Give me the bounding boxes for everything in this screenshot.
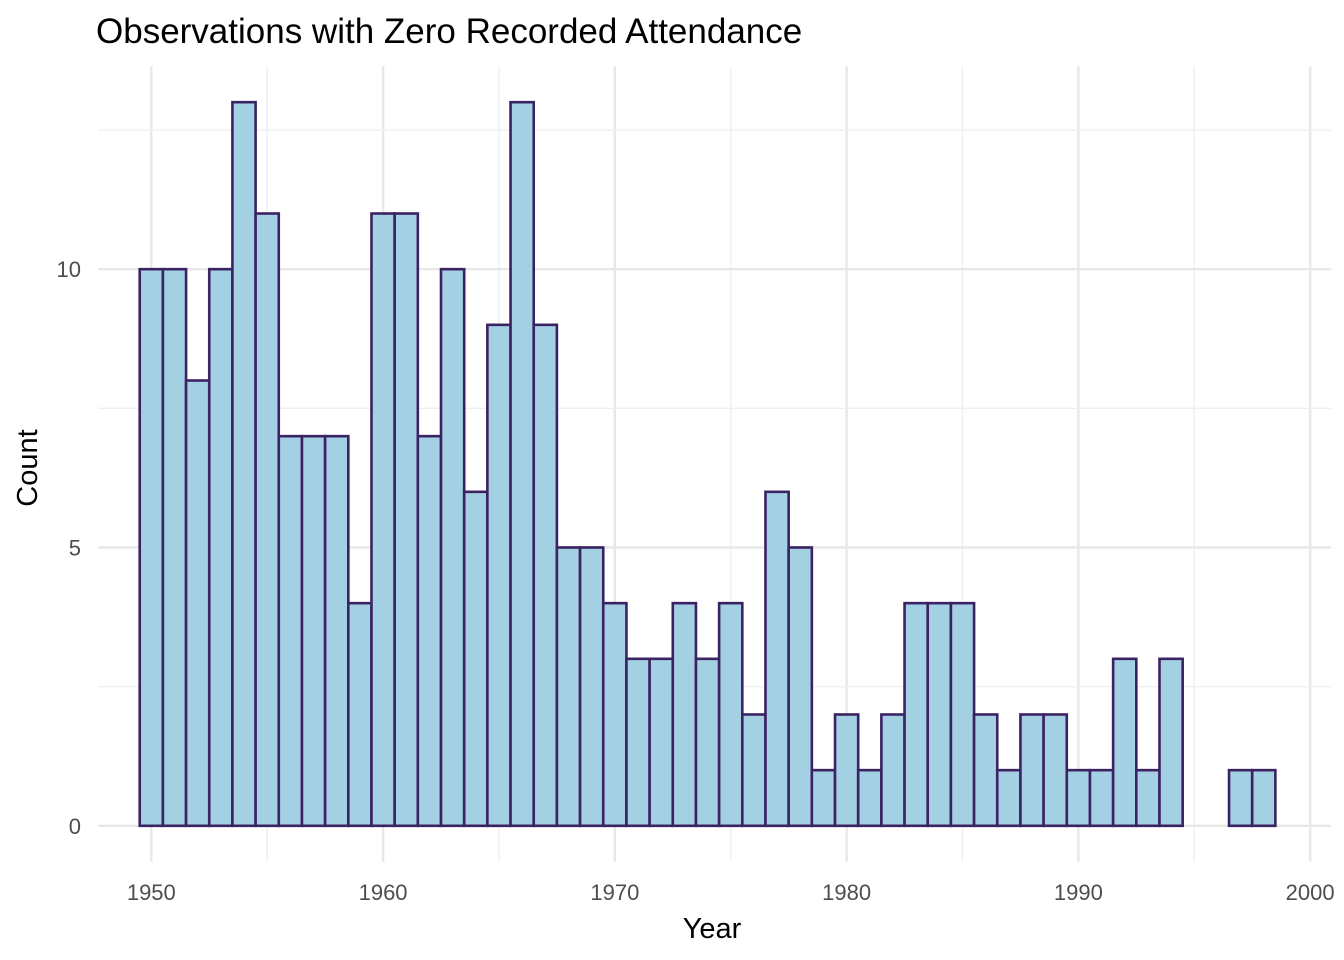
bar-1950 <box>138 267 165 828</box>
bar-1993 <box>1135 768 1161 828</box>
x-tick-label: 1970 <box>590 880 639 905</box>
bar-1973 <box>671 601 698 828</box>
x-tick-label: 1980 <box>822 880 871 905</box>
bar-1984 <box>926 601 953 828</box>
bar-1979 <box>810 768 837 828</box>
bar-1956 <box>277 434 304 828</box>
bar-1958 <box>323 434 350 828</box>
bar-1951 <box>161 267 188 828</box>
bar-1982 <box>880 713 906 828</box>
bar-1957 <box>300 434 327 828</box>
y-tick-label: 10 <box>57 257 81 282</box>
bar-1976 <box>741 713 767 828</box>
bar-1977 <box>764 490 790 828</box>
y-tick-label: 5 <box>69 535 81 560</box>
bar-1987 <box>995 768 1022 828</box>
bar-1972 <box>648 657 675 828</box>
bar-1967 <box>532 323 559 828</box>
bar-1975 <box>717 601 744 828</box>
x-tick-label: 1950 <box>127 880 176 905</box>
bar-1983 <box>903 601 930 828</box>
bar-1968 <box>555 546 582 828</box>
y-axis-ticks: 0 5 10 <box>57 257 81 839</box>
bar-1955 <box>254 212 281 828</box>
bar-1953 <box>207 267 234 828</box>
bar-1962 <box>416 434 443 828</box>
bar-1965 <box>486 323 512 828</box>
x-tick-label: 2000 <box>1286 880 1335 905</box>
x-tick-label: 1960 <box>359 880 408 905</box>
bar-1960 <box>370 212 396 828</box>
bar-1997 <box>1227 768 1254 828</box>
bar-1980 <box>833 713 860 828</box>
bar-1990 <box>1065 768 1092 828</box>
bar-1969 <box>578 546 605 828</box>
bar-1974 <box>694 657 721 828</box>
bar-1971 <box>625 657 651 828</box>
bar-1989 <box>1042 713 1069 828</box>
bar-1998 <box>1250 768 1277 828</box>
bar-1978 <box>787 546 814 828</box>
chart-title: Observations with Zero Recorded Attendan… <box>96 12 802 51</box>
bar-1964 <box>462 490 489 828</box>
bars <box>138 100 1277 828</box>
bar-1963 <box>439 267 466 828</box>
bar-1959 <box>347 601 373 828</box>
bar-1981 <box>856 768 883 828</box>
bar-1952 <box>184 379 211 828</box>
bar-1991 <box>1088 768 1115 828</box>
y-axis-title: Count <box>12 429 44 506</box>
bar-1970 <box>601 601 628 828</box>
bar-1961 <box>393 212 420 828</box>
y-tick-label: 0 <box>69 814 81 839</box>
x-axis-ticks: 1950 1960 1970 1980 1990 2000 <box>127 880 1335 905</box>
bar-1985 <box>949 601 976 828</box>
bar-1986 <box>972 713 999 828</box>
x-axis-title: Year <box>683 913 742 945</box>
x-tick-label: 1990 <box>1054 880 1103 905</box>
bar-1966 <box>509 100 536 828</box>
bar-1992 <box>1111 657 1138 828</box>
bar-1988 <box>1019 713 1045 828</box>
bar-1954 <box>231 100 257 828</box>
bar-1994 <box>1158 657 1184 828</box>
